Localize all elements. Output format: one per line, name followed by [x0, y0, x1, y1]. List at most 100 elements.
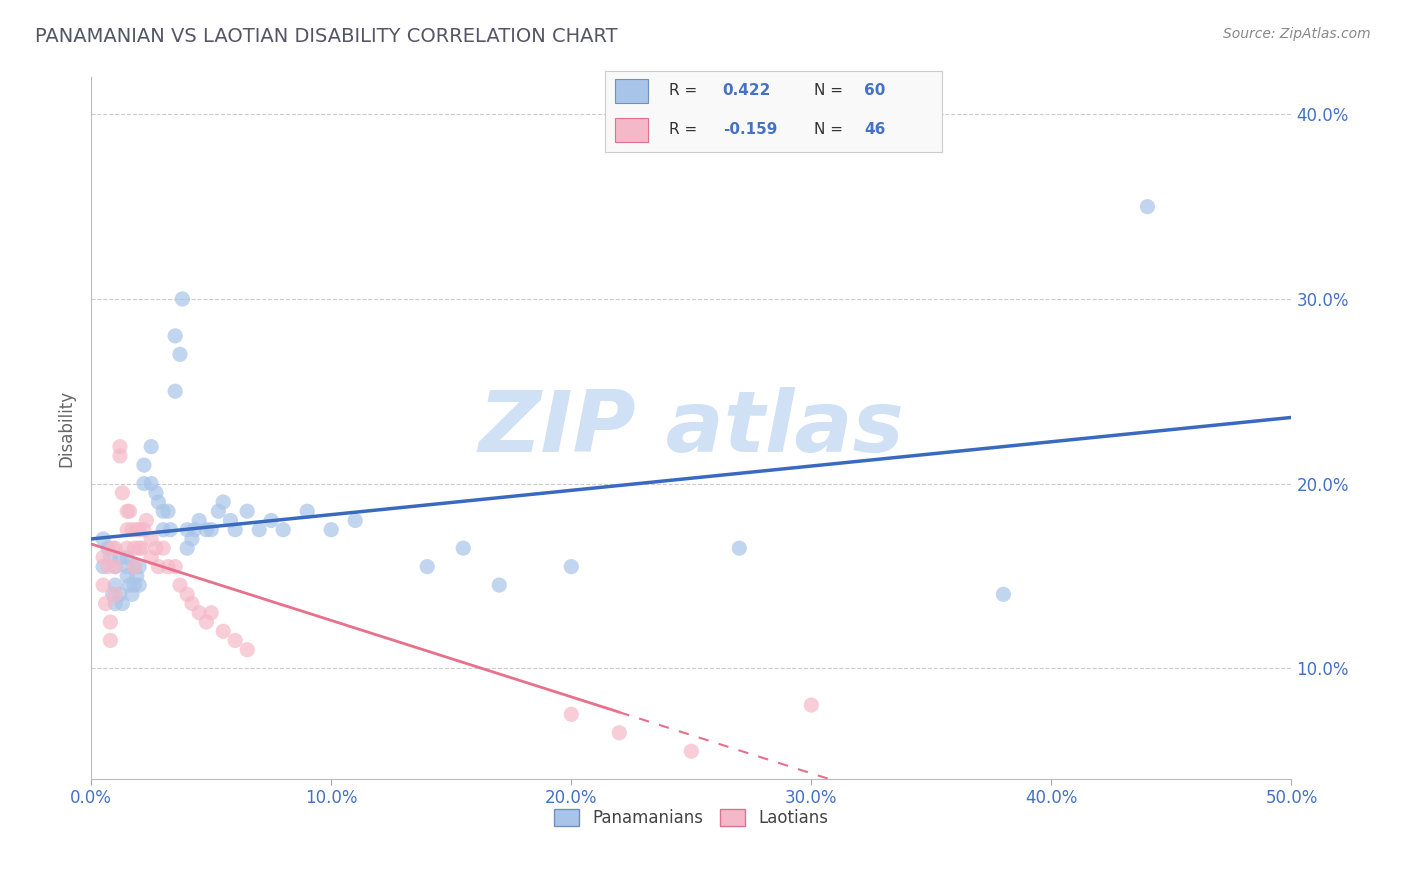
Point [115, 569, 138, 583]
Point [121, 523, 143, 537]
Point [159, 523, 181, 537]
Point [181, 532, 204, 546]
Point [97, 541, 120, 556]
Point [118, 578, 141, 592]
Point [488, 578, 510, 592]
Point [148, 559, 170, 574]
Point [145, 485, 167, 500]
Text: 0.422: 0.422 [723, 83, 770, 98]
Point [200, 606, 222, 620]
Point [104, 597, 127, 611]
Point [125, 523, 148, 537]
Bar [614, 79, 648, 103]
Point [451, 541, 474, 556]
Point [98, 550, 121, 565]
Point [104, 541, 127, 556]
Point [132, 523, 155, 537]
Point [156, 559, 179, 574]
Point [156, 504, 179, 518]
Point [416, 559, 439, 574]
Text: N =: N = [814, 83, 842, 98]
Point [115, 541, 138, 556]
Point [124, 578, 146, 592]
Point [224, 523, 246, 537]
Point [1136, 200, 1159, 214]
Point [183, 523, 205, 537]
Point [260, 513, 283, 527]
Point [132, 476, 155, 491]
Point [195, 615, 218, 629]
Text: 60: 60 [865, 83, 886, 98]
Point [98, 633, 121, 648]
Point [128, 523, 150, 537]
Point [111, 597, 134, 611]
Point [152, 541, 174, 556]
Point [97, 559, 120, 574]
Point [141, 440, 163, 454]
Point [115, 550, 138, 565]
Point [91, 550, 114, 565]
Point [169, 347, 191, 361]
Point [188, 513, 211, 527]
Text: Source: ZipAtlas.com: Source: ZipAtlas.com [1223, 27, 1371, 41]
Point [152, 523, 174, 537]
Point [141, 532, 163, 546]
Text: -0.159: -0.159 [723, 122, 778, 137]
Point [128, 559, 150, 574]
Point [131, 541, 153, 556]
Point [176, 523, 198, 537]
Point [224, 633, 246, 648]
Point [152, 504, 174, 518]
Point [247, 523, 270, 537]
Point [148, 495, 170, 509]
Point [91, 578, 114, 592]
Point [236, 642, 259, 657]
Point [560, 559, 582, 574]
Point [200, 523, 222, 537]
Text: N =: N = [814, 122, 842, 137]
Text: R =: R = [669, 83, 697, 98]
Point [236, 504, 259, 518]
Point [104, 559, 127, 574]
Point [188, 606, 211, 620]
Point [128, 578, 150, 592]
Point [125, 569, 148, 583]
Point [295, 504, 318, 518]
Point [104, 559, 127, 574]
Point [212, 624, 235, 639]
Point [560, 707, 582, 722]
Point [108, 587, 131, 601]
Point [176, 587, 198, 601]
Point [271, 523, 294, 537]
Point [195, 523, 218, 537]
Point [108, 449, 131, 463]
Point [993, 587, 1015, 601]
Bar [614, 118, 648, 142]
Point [800, 698, 823, 712]
Point [94, 597, 117, 611]
Point [132, 458, 155, 472]
Point [101, 541, 124, 556]
Point [124, 559, 146, 574]
Point [101, 587, 124, 601]
Point [344, 513, 367, 527]
Point [135, 513, 157, 527]
Point [169, 578, 191, 592]
Legend: Panamanians, Laotians: Panamanians, Laotians [547, 802, 835, 834]
Point [181, 597, 204, 611]
Point [321, 523, 343, 537]
Point [176, 541, 198, 556]
Point [165, 329, 187, 343]
Point [141, 550, 163, 565]
Point [104, 587, 127, 601]
Point [207, 504, 229, 518]
Point [121, 587, 143, 601]
Point [165, 384, 187, 399]
Point [111, 485, 134, 500]
Point [115, 504, 138, 518]
Point [681, 744, 703, 758]
Point [607, 725, 630, 739]
Point [104, 578, 127, 592]
Point [115, 559, 138, 574]
Text: PANAMANIAN VS LAOTIAN DISABILITY CORRELATION CHART: PANAMANIAN VS LAOTIAN DISABILITY CORRELA… [35, 27, 617, 45]
